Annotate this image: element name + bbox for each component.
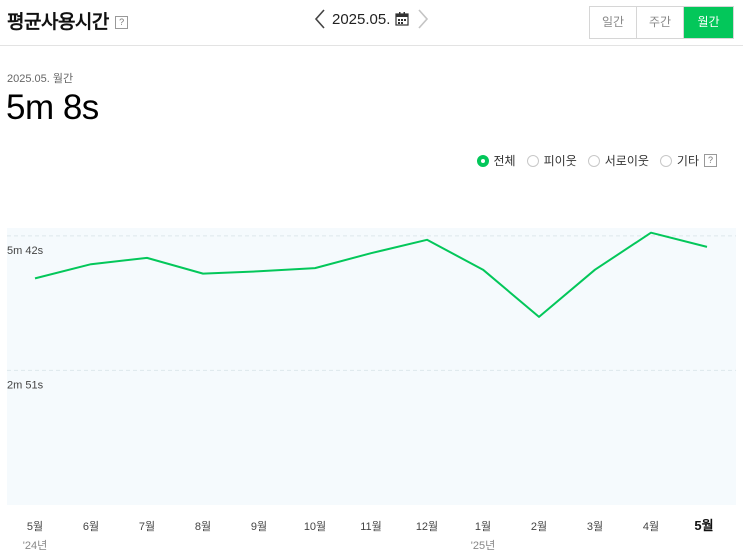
current-date: 2025.05.: [332, 10, 391, 28]
radio-icon[interactable]: [659, 154, 672, 167]
calendar-icon[interactable]: [395, 12, 409, 26]
data-point: [367, 249, 375, 257]
x-tick-label: 1월: [475, 520, 491, 533]
filter-mutual-neighbor[interactable]: 서로이웃: [587, 152, 649, 169]
data-point: [31, 274, 39, 282]
chevron-right-icon[interactable]: [415, 8, 431, 30]
x-tick-label: 2월: [531, 520, 547, 533]
data-point: [423, 236, 431, 244]
chevron-left-icon[interactable]: [312, 8, 328, 30]
x-tick-label: 12월: [416, 520, 438, 533]
filter-all[interactable]: 전체: [476, 152, 516, 169]
data-point: [703, 243, 711, 251]
filter-group: 전체 피이웃 서로이웃 기타 ?: [466, 152, 717, 169]
radio-icon[interactable]: [476, 154, 489, 167]
filter-neighbor[interactable]: 피이웃: [526, 152, 577, 169]
filter-label: 전체: [493, 154, 516, 168]
radio-icon[interactable]: [587, 154, 600, 167]
y-tick-label: 2m 51s: [7, 379, 44, 391]
data-point: [199, 270, 207, 278]
year-label: '24년: [23, 539, 47, 552]
tab-monthly[interactable]: 월간: [684, 7, 733, 38]
data-point: [143, 254, 151, 262]
x-tick-label: 4월: [643, 520, 659, 533]
title-text: 평균사용시간: [7, 12, 109, 33]
y-tick-label: 5m 42s: [7, 245, 44, 257]
period-tabs: 일간 주간 월간: [589, 6, 734, 39]
data-point: [479, 266, 487, 274]
data-point: [87, 260, 95, 268]
header: 평균사용시간? 2025.05. 일간 주간 월간: [0, 0, 743, 46]
x-tick-label: 10월: [304, 520, 326, 533]
data-point: [535, 313, 543, 321]
data-point: [255, 267, 263, 275]
x-tick-label: 3월: [587, 520, 603, 533]
data-point: [647, 229, 655, 237]
filter-label: 서로이웃: [604, 154, 649, 168]
data-point: [591, 266, 599, 274]
period-label: 2025.05. 월간: [7, 73, 74, 85]
page-title: 평균사용시간?: [7, 7, 128, 34]
x-tick-label: 8월: [195, 520, 211, 533]
plot-area: [7, 228, 736, 505]
series-line: [34, 231, 708, 318]
average-time-value: 5m 8s: [6, 88, 99, 127]
filter-other[interactable]: 기타 ?: [659, 152, 717, 169]
x-tick-label: 5월: [27, 520, 43, 533]
help-icon[interactable]: ?: [114, 16, 128, 29]
x-tick-label: 7월: [139, 520, 155, 533]
filter-help-icon[interactable]: ?: [704, 154, 717, 167]
x-tick-label: 6월: [83, 520, 99, 533]
filter-label: 기타: [676, 154, 699, 168]
filter-label: 피이웃: [543, 154, 577, 168]
year-label: '25년: [471, 539, 495, 552]
radio-icon[interactable]: [526, 154, 539, 167]
tab-daily[interactable]: 일간: [590, 7, 637, 38]
x-tick-label: 5월: [694, 518, 713, 533]
tab-weekly[interactable]: 주간: [637, 7, 684, 38]
x-tick-label: 9월: [251, 520, 267, 533]
data-point: [311, 264, 319, 272]
date-navigator: 2025.05.: [312, 8, 431, 30]
x-tick-label: 11월: [360, 520, 382, 533]
